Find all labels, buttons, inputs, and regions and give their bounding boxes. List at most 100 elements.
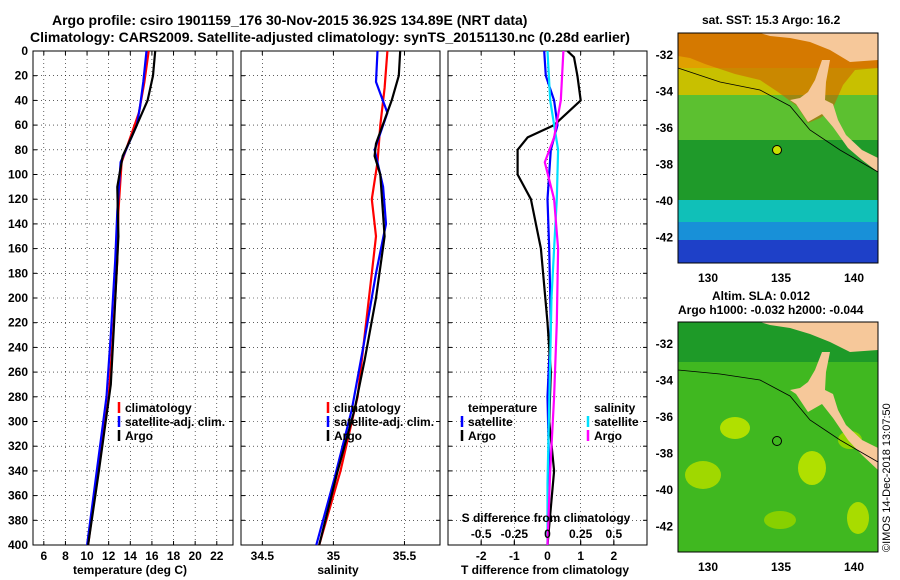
- legend-satellite-label: satellite-adj. clim.: [334, 415, 434, 429]
- x2-tick-label: -0.25: [501, 527, 529, 541]
- salinity-tick-labels: 34.5 35 35.5: [251, 549, 417, 563]
- legend-temperature-title: temperature: [468, 401, 538, 415]
- depth-tick-label: 0: [21, 44, 28, 58]
- series-salinity-argo: [543, 50, 565, 546]
- map-lat-label: -40: [656, 194, 674, 208]
- depth-tick-label: 240: [8, 340, 28, 354]
- x-tick-label: -1: [509, 549, 520, 563]
- series-satellite-adj-clim-: [315, 50, 389, 546]
- sst-bathymetry-contour: [677, 67, 879, 173]
- temperature-series: [86, 50, 157, 546]
- map-lat-label: -38: [656, 158, 674, 172]
- map-lon-label: 140: [844, 560, 864, 574]
- depth-tick-label: 20: [15, 69, 29, 83]
- salinity-grid: [241, 50, 440, 546]
- x-tick-label: 34.5: [251, 549, 275, 563]
- x-tick-label: -2: [476, 549, 487, 563]
- x-tick-label: 22: [210, 549, 224, 563]
- map-tick-labels: -32 -34 -36 -38 -40 -42 130 135 140 -32 -34 -36 -38 -…: [656, 48, 865, 574]
- map-lat-label: -36: [656, 410, 674, 424]
- depth-tick-label: 160: [8, 242, 28, 256]
- t-difference-tick-labels: -2 -1 0 1 2: [476, 549, 618, 563]
- map-lat-label: -38: [656, 447, 674, 461]
- x-tick-label: 20: [188, 549, 202, 563]
- s-difference-tick-labels: -0.5 -0.25 0 0.25 0.5: [471, 527, 623, 541]
- sst-land: [790, 33, 878, 172]
- map-lat-label: -32: [656, 48, 674, 62]
- x-tick-label: 8: [62, 549, 69, 563]
- sst-map-title: sat. SST: 15.3 Argo: 16.2: [702, 13, 841, 27]
- sla-map[interactable]: [677, 321, 879, 553]
- map-lon-label: 140: [844, 271, 864, 285]
- x-tick-label: 0: [544, 549, 551, 563]
- depth-tick-label: 340: [8, 464, 28, 478]
- salinity-legend: climatology satellite-adj. clim. Argo: [326, 401, 434, 443]
- series-argo: [87, 50, 157, 546]
- map-lat-label: -32: [656, 337, 674, 351]
- legend-climatology-label: climatology: [125, 401, 192, 415]
- legend-s-satellite-label: satellite: [594, 415, 639, 429]
- depth-tick-label: 360: [8, 489, 28, 503]
- temperature-axis-label: temperature (deg C): [73, 563, 187, 577]
- difference-series: [516, 50, 582, 546]
- legend-argo-label: Argo: [125, 429, 153, 443]
- depth-tick-label: 60: [15, 118, 29, 132]
- map-lat-label: -34: [656, 374, 674, 388]
- x-tick-label: 2: [610, 549, 617, 563]
- depth-tick-label: 40: [15, 93, 29, 107]
- t-difference-axis-label: T difference from climatology: [461, 563, 629, 577]
- x-tick-label: 6: [40, 549, 47, 563]
- x-tick-label: 12: [102, 549, 116, 563]
- map-lat-label: -42: [656, 231, 674, 245]
- x2-tick-label: 0.5: [605, 527, 622, 541]
- x-tick-label: 18: [167, 549, 181, 563]
- legend-argo-label: Argo: [334, 429, 362, 443]
- x-tick-label: 35.5: [393, 549, 417, 563]
- temperature-tick-labels: 6 8 10 12 14 16 18 20 22: [40, 549, 223, 563]
- legend-t-argo-label: Argo: [468, 429, 496, 443]
- salinity-axis-label: salinity: [317, 563, 359, 577]
- x-tick-label: 14: [124, 549, 138, 563]
- x-tick-label: 10: [80, 549, 94, 563]
- depth-tick-label: 260: [8, 365, 28, 379]
- legend-t-satellite-label: satellite: [468, 415, 513, 429]
- legend-satellite-label: satellite-adj. clim.: [125, 415, 225, 429]
- x2-tick-label: -0.5: [471, 527, 492, 541]
- sst-land-north: [760, 33, 878, 62]
- depth-tick-label: 300: [8, 415, 28, 429]
- map-lon-label: 130: [698, 271, 718, 285]
- sla-land-north: [760, 322, 878, 352]
- legend-s-argo-label: Argo: [594, 429, 622, 443]
- depth-tick-label: 280: [8, 390, 28, 404]
- x-tick-label: 35: [327, 549, 341, 563]
- s-difference-axis-label: S difference from climatology: [462, 511, 631, 525]
- title-line-1: Argo profile: csiro 1901159_176 30-Nov-2…: [52, 12, 528, 28]
- sst-argo-marker[interactable]: [772, 145, 782, 155]
- legend-climatology-label: climatology: [334, 401, 401, 415]
- sla-map-title-2: Argo h1000: -0.032 h2000: -0.044: [678, 303, 864, 317]
- x2-tick-label: 0: [544, 527, 551, 541]
- salinity-series: [315, 50, 402, 546]
- sla-argo-marker[interactable]: [772, 436, 782, 446]
- depth-tick-label: 180: [8, 266, 28, 280]
- depth-tick-label: 200: [8, 291, 28, 305]
- depth-tick-label: 380: [8, 513, 28, 527]
- x-tick-label: 1: [577, 549, 584, 563]
- series-salinity-satellite: [546, 50, 560, 545]
- credit-text: ©IMOS 14-Dec-2018 13:07:50: [881, 403, 893, 552]
- map-lat-label: -36: [656, 121, 674, 135]
- sla-land: [790, 322, 878, 470]
- legend-salinity-title: salinity: [594, 401, 636, 415]
- map-lon-label: 135: [771, 271, 791, 285]
- depth-tick-labels: 0 20 40 60 80 100 120 140 160 180 200 220 240 260 280 3…: [8, 44, 28, 552]
- sst-map[interactable]: [677, 32, 879, 264]
- map-lon-label: 135: [771, 560, 791, 574]
- depth-tick-label: 400: [8, 538, 28, 552]
- sla-map-title-1: Altim. SLA: 0.012: [712, 289, 811, 303]
- map-lon-label: 130: [698, 560, 718, 574]
- x-tick-label: 16: [145, 549, 159, 563]
- depth-tick-label: 220: [8, 316, 28, 330]
- x2-tick-label: 0.25: [569, 527, 593, 541]
- sla-bathymetry-contour: [677, 369, 879, 463]
